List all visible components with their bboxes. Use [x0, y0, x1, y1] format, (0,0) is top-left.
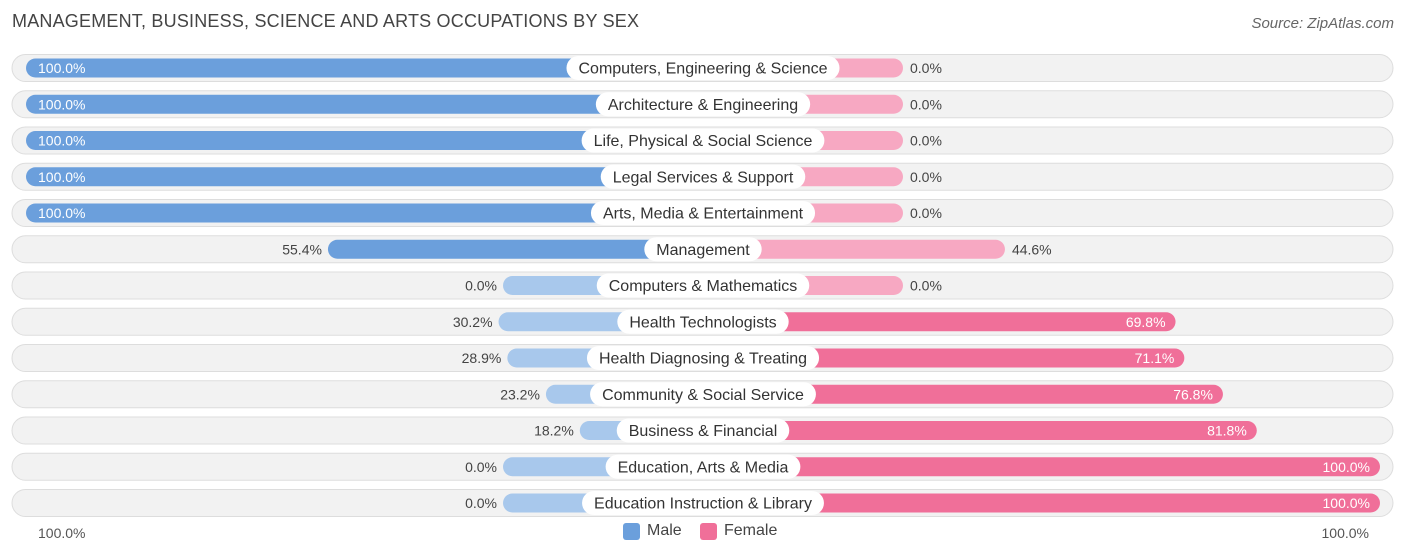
bar-male — [26, 167, 703, 187]
value-label-female: 44.6% — [1012, 241, 1052, 257]
value-label-male: 100.0% — [38, 133, 85, 149]
category-label: Health Diagnosing & Treating — [599, 351, 807, 368]
category-label-pill — [581, 128, 825, 153]
value-label-male: 0.0% — [465, 278, 497, 294]
bar-female — [703, 239, 1005, 259]
value-label-female: 81.8% — [1207, 423, 1247, 439]
legend: Male Female — [0, 522, 1406, 544]
category-label: Life, Physical & Social Science — [594, 133, 813, 150]
category-label-pill — [586, 346, 820, 370]
category-label: Health Technologists — [629, 314, 776, 331]
bar-male — [26, 131, 703, 150]
value-label-male: 30.2% — [453, 314, 493, 330]
category-label-pill — [644, 237, 762, 262]
bar-male — [26, 94, 703, 114]
legend-label-female: Female — [724, 522, 778, 539]
category-label-pill — [595, 92, 811, 117]
value-label-male: 28.9% — [462, 350, 502, 366]
category-label: Management — [656, 242, 750, 259]
category-label: Community & Social Service — [602, 387, 804, 404]
value-label-male: 100.0% — [38, 169, 85, 185]
legend-swatch-male — [623, 522, 640, 540]
legend-item-male: Male — [623, 522, 682, 540]
legend-item-female: Female — [700, 522, 777, 540]
category-label-pill — [590, 382, 816, 407]
bar-female — [703, 348, 1185, 368]
value-label-male: 0.0% — [465, 495, 497, 511]
value-label-female: 0.0% — [910, 278, 942, 294]
axis-right-label: 100.0% — [1321, 525, 1369, 541]
bar-female — [703, 493, 1380, 513]
value-label-female: 100.0% — [1323, 459, 1370, 475]
value-label-male: 18.2% — [534, 423, 574, 439]
category-label-pill — [605, 454, 801, 479]
category-label: Architecture & Engineering — [608, 97, 798, 114]
bar-female — [703, 457, 1380, 477]
value-label-female: 0.0% — [910, 169, 942, 185]
value-label-female: 0.0% — [910, 133, 942, 149]
value-label-female: 0.0% — [910, 60, 942, 76]
value-label-male: 100.0% — [38, 96, 85, 112]
value-label-male: 0.0% — [465, 459, 497, 475]
value-label-male: 100.0% — [38, 205, 85, 221]
category-label: Arts, Media & Entertainment — [603, 206, 804, 223]
bar-male — [327, 239, 703, 259]
category-label: Education Instruction & Library — [594, 496, 812, 513]
value-label-female: 100.0% — [1323, 495, 1370, 511]
value-label-female: 76.8% — [1173, 386, 1213, 402]
category-label: Education, Arts & Media — [618, 459, 789, 476]
value-label-male: 100.0% — [38, 60, 85, 76]
bar-female — [703, 421, 1257, 440]
bar-male — [26, 58, 703, 78]
source-attribution: Source: ZipAtlas.com — [1251, 15, 1394, 32]
bar-male — [26, 203, 703, 223]
category-label-pill — [582, 491, 824, 515]
category-label-pill — [600, 164, 806, 189]
chart-area: 100.0% 0.0% Computers, Engineering & Scien… — [11, 54, 1394, 517]
category-label: Computers & Mathematics — [609, 278, 798, 295]
value-label-male: 23.2% — [500, 386, 540, 402]
category-label-pill — [617, 309, 789, 334]
category-label: Computers, Engineering & Science — [578, 61, 827, 78]
category-label-pill — [566, 56, 840, 80]
bar-female — [703, 312, 1176, 332]
category-label-pill — [616, 418, 790, 443]
category-label-pill — [590, 201, 816, 225]
axis-left-label: 100.0% — [38, 525, 86, 541]
category-label: Business & Financial — [629, 423, 778, 440]
value-label-female: 0.0% — [910, 205, 942, 221]
value-label-female: 71.1% — [1135, 350, 1175, 366]
value-label-female: 69.8% — [1126, 314, 1166, 330]
value-label-male: 55.4% — [282, 241, 322, 257]
legend-label-male: Male — [647, 522, 682, 539]
category-label: Legal Services & Support — [613, 169, 794, 186]
bar-female — [703, 384, 1223, 404]
chart-title: MANAGEMENT, BUSINESS, SCIENCE AND ARTS O… — [12, 11, 640, 31]
legend-swatch-female — [700, 522, 717, 540]
category-label-pill — [596, 273, 810, 298]
value-label-female: 0.0% — [910, 96, 942, 112]
